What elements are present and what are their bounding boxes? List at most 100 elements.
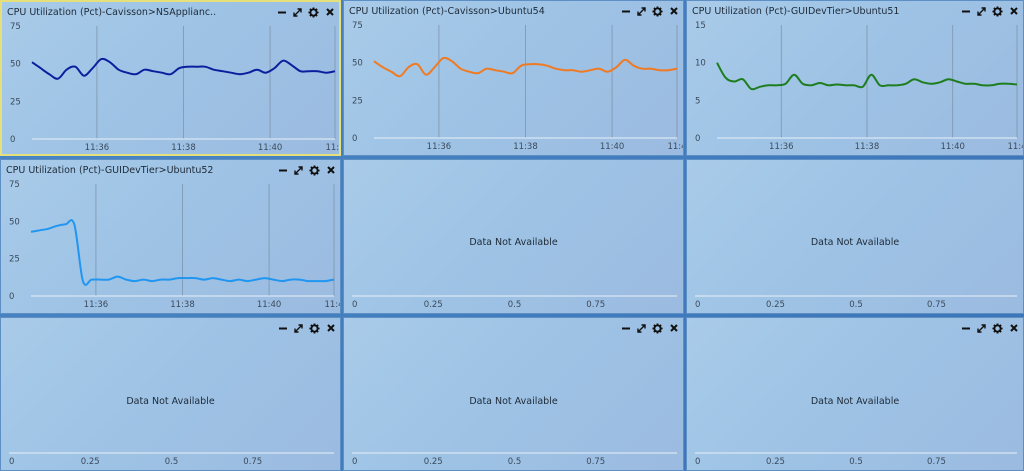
y-tick-label: 15 — [695, 21, 706, 31]
panel-empty-7[interactable]: Data Not Available 0 0.25 0.5 0.75 — [0, 317, 341, 471]
x-tick-label: 11:40 — [600, 142, 625, 152]
panel-ubuntu54[interactable]: CPU Utilization (Pct)-Cavisson>Ubuntu54 … — [343, 0, 684, 156]
x-tick-label: 11:40 — [257, 300, 282, 310]
minimize-icon[interactable] — [620, 323, 631, 334]
panel-nsappliance[interactable]: CPU Utilization (Pct)-Cavisson>NSApplian… — [0, 0, 341, 156]
x-tick-label: 0.25 — [766, 300, 785, 310]
panel-empty-8[interactable]: Data Not Available 0 0.25 0.5 0.75 — [343, 317, 684, 471]
y-tick-label: 50 — [352, 59, 363, 69]
expand-icon[interactable] — [636, 6, 647, 17]
y-tick-label: 25 — [9, 255, 20, 265]
y-tick-label: 5 — [695, 96, 700, 106]
x-tick-label: 11:40 — [940, 142, 965, 152]
minimize-icon[interactable] — [277, 165, 288, 176]
panel-title: CPU Utilization (Pct)-Cavisson>Ubuntu54 — [349, 5, 545, 17]
x-tick-label: 11:38 — [171, 143, 196, 153]
x-tick-label: 0.5 — [508, 300, 522, 310]
y-tick-label: 25 — [10, 97, 21, 107]
expand-icon[interactable] — [636, 323, 647, 334]
panel-header[interactable]: CPU Utilization (Pct)-Cavisson>Ubuntu54 — [344, 1, 683, 21]
close-icon[interactable] — [668, 6, 679, 17]
series-line — [30, 219, 335, 286]
panel-header[interactable]: CPU Utilization (Pct)-GUIDevTier>Ubuntu5… — [687, 1, 1023, 21]
minimize-icon[interactable] — [277, 323, 288, 334]
y-tick-label: 0 — [9, 292, 14, 302]
panel-empty-9[interactable]: Data Not Available 0 0.25 0.5 0.75 — [686, 317, 1024, 471]
gear-icon[interactable] — [992, 5, 1003, 17]
y-tick-label: 0 — [695, 134, 700, 144]
gear-icon[interactable] — [652, 5, 663, 17]
close-icon[interactable] — [325, 323, 336, 334]
no-data-message: Data Not Available — [126, 396, 215, 407]
no-data-message: Data Not Available — [469, 237, 558, 248]
x-tick-label: 0.25 — [766, 457, 785, 467]
x-tick-label: 11:40 — [258, 143, 283, 153]
gear-icon[interactable] — [309, 164, 320, 176]
close-icon[interactable] — [325, 165, 336, 176]
x-tick-label: 0.25 — [424, 300, 443, 310]
panel-header[interactable] — [344, 318, 683, 338]
minimize-icon[interactable] — [960, 6, 971, 17]
x-tick-label: 0.75 — [586, 457, 605, 467]
x-tick-label: 0.5 — [849, 457, 863, 467]
series-line — [373, 56, 678, 78]
x-tick-label: 0.5 — [849, 300, 863, 310]
x-tick-label: 11:4 — [325, 143, 341, 153]
expand-icon[interactable] — [292, 7, 303, 18]
x-tick-label: 0.25 — [81, 457, 100, 467]
series-line — [31, 57, 336, 80]
gear-icon[interactable] — [652, 322, 663, 334]
panel-header[interactable]: CPU Utilization (Pct)-Cavisson>NSApplian… — [2, 2, 339, 22]
chart-plot: 0 0.25 0.5 0.75 — [9, 452, 334, 467]
expand-icon[interactable] — [976, 6, 987, 17]
y-tick-label: 0 — [10, 135, 15, 145]
panel-title: CPU Utilization (Pct)-GUIDevTier>Ubuntu5… — [692, 5, 900, 17]
x-tick-label: 11:36 — [84, 300, 109, 310]
x-tick-label: 11:36 — [85, 143, 110, 153]
x-tick-label: 0.75 — [243, 457, 262, 467]
x-tick-label: 0.5 — [165, 457, 179, 467]
x-tick-label: 0.25 — [424, 457, 443, 467]
minimize-icon[interactable] — [620, 6, 631, 17]
panel-empty-6[interactable]: Data Not Available 0 0.25 0.5 0.75 — [686, 159, 1024, 314]
close-icon[interactable] — [668, 323, 679, 334]
gear-icon[interactable] — [308, 6, 319, 18]
y-tick-label: 50 — [9, 217, 20, 227]
gear-icon[interactable] — [992, 322, 1003, 334]
panel-ubuntu52[interactable]: CPU Utilization (Pct)-GUIDevTier>Ubuntu5… — [0, 159, 341, 314]
minimize-icon[interactable] — [960, 323, 971, 334]
chart-plot: 0 0.25 0.5 0.75 — [352, 452, 677, 467]
panel-title: CPU Utilization (Pct)-GUIDevTier>Ubuntu5… — [6, 164, 214, 176]
x-tick-label: 0 — [352, 300, 357, 310]
expand-icon[interactable] — [976, 323, 987, 334]
x-tick-label: 11:38 — [170, 300, 195, 310]
expand-icon[interactable] — [293, 165, 304, 176]
panel-header[interactable] — [1, 318, 340, 338]
close-icon[interactable] — [1008, 6, 1019, 17]
y-tick-label: 10 — [695, 59, 706, 69]
no-data-message: Data Not Available — [810, 396, 900, 407]
panel-header[interactable] — [687, 318, 1023, 338]
panel-header[interactable]: CPU Utilization (Pct)-GUIDevTier>Ubuntu5… — [1, 160, 340, 180]
close-icon[interactable] — [1008, 323, 1019, 334]
minimize-icon[interactable] — [276, 7, 287, 18]
x-tick-label: 11:36 — [769, 142, 794, 152]
series-line — [716, 62, 1018, 91]
y-tick-label: 50 — [10, 60, 21, 70]
x-tick-label: 0.5 — [508, 457, 522, 467]
x-tick-label: 0.75 — [927, 300, 946, 310]
chart-plot: 0 0.25 0.5 0.75 — [352, 295, 677, 310]
gear-icon[interactable] — [309, 322, 320, 334]
panel-empty-5[interactable]: Data Not Available 0 0.25 0.5 0.75 — [343, 159, 684, 314]
expand-icon[interactable] — [293, 323, 304, 334]
y-tick-label: 75 — [10, 22, 21, 32]
x-tick-label: 0 — [9, 457, 14, 467]
panel-ubuntu51[interactable]: CPU Utilization (Pct)-GUIDevTier>Ubuntu5… — [686, 0, 1024, 156]
close-icon[interactable] — [324, 7, 335, 18]
y-tick-label: 25 — [352, 96, 363, 106]
chart-plot: 0 0.25 0.5 0.75 — [695, 452, 1017, 467]
panel-title: CPU Utilization (Pct)-Cavisson>NSApplian… — [7, 6, 217, 18]
